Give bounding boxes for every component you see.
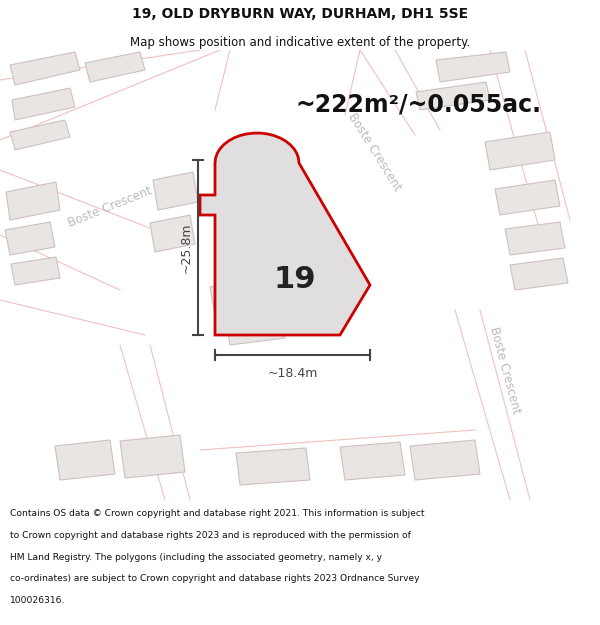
Text: ~25.8m: ~25.8m (179, 222, 193, 272)
Text: co-ordinates) are subject to Crown copyright and database rights 2023 Ordnance S: co-ordinates) are subject to Crown copyr… (10, 574, 419, 583)
Polygon shape (485, 132, 555, 170)
Text: Boste Crescent: Boste Crescent (487, 325, 523, 415)
Text: ~222m²/~0.055ac.: ~222m²/~0.055ac. (295, 93, 541, 117)
Text: 19: 19 (274, 266, 316, 294)
Polygon shape (150, 215, 195, 252)
Polygon shape (11, 257, 60, 285)
Text: Boste Crescent: Boste Crescent (66, 184, 154, 230)
Text: Contains OS data © Crown copyright and database right 2021. This information is : Contains OS data © Crown copyright and d… (10, 509, 424, 518)
Polygon shape (10, 120, 70, 150)
Text: 19, OLD DRYBURN WAY, DURHAM, DH1 5SE: 19, OLD DRYBURN WAY, DURHAM, DH1 5SE (132, 8, 468, 21)
Polygon shape (340, 442, 405, 480)
Polygon shape (0, 140, 180, 335)
Polygon shape (410, 440, 480, 480)
Polygon shape (236, 448, 310, 485)
Text: 100026316.: 100026316. (10, 596, 65, 605)
Polygon shape (153, 172, 198, 210)
Text: ~18.4m: ~18.4m (268, 367, 317, 380)
Polygon shape (360, 50, 600, 135)
Polygon shape (416, 82, 490, 110)
Text: Map shows position and indicative extent of the property.: Map shows position and indicative extent… (130, 36, 470, 49)
Polygon shape (85, 52, 145, 82)
Text: HM Land Registry. The polygons (including the associated geometry, namely x, y: HM Land Registry. The polygons (includin… (10, 552, 382, 561)
Polygon shape (200, 133, 370, 335)
Polygon shape (5, 222, 55, 255)
Polygon shape (510, 258, 568, 290)
Polygon shape (12, 88, 75, 120)
Polygon shape (210, 282, 248, 315)
Polygon shape (185, 430, 500, 500)
Polygon shape (0, 300, 185, 500)
Polygon shape (120, 435, 185, 478)
Text: to Crown copyright and database rights 2023 and is reproduced with the permissio: to Crown copyright and database rights 2… (10, 531, 410, 539)
Polygon shape (505, 222, 565, 255)
Polygon shape (495, 180, 560, 215)
Polygon shape (205, 50, 360, 115)
Polygon shape (55, 440, 115, 480)
Text: Boste Crescent: Boste Crescent (346, 111, 404, 193)
Polygon shape (436, 52, 510, 82)
Polygon shape (0, 50, 220, 190)
Polygon shape (10, 52, 80, 85)
Polygon shape (6, 182, 60, 220)
Polygon shape (225, 308, 285, 345)
Polygon shape (415, 110, 600, 500)
